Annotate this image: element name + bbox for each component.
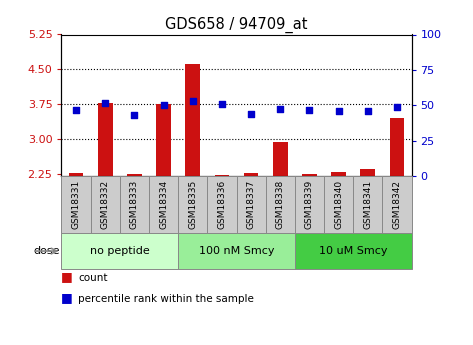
FancyBboxPatch shape: [236, 176, 266, 233]
Point: [276, 106, 284, 112]
FancyBboxPatch shape: [353, 176, 382, 233]
Text: GSM18338: GSM18338: [276, 180, 285, 229]
Text: GSM18331: GSM18331: [71, 180, 80, 229]
Text: no peptide: no peptide: [90, 246, 149, 256]
Text: dose: dose: [34, 246, 60, 256]
Text: GSM18337: GSM18337: [246, 180, 255, 229]
Text: GSM18335: GSM18335: [188, 180, 197, 229]
Bar: [244, 172, 258, 176]
FancyBboxPatch shape: [178, 176, 207, 233]
Point: [101, 100, 109, 106]
Text: GSM18333: GSM18333: [130, 180, 139, 229]
Bar: [98, 103, 113, 176]
Bar: [185, 64, 200, 176]
Point: [393, 105, 401, 110]
FancyBboxPatch shape: [266, 176, 295, 233]
FancyBboxPatch shape: [149, 176, 178, 233]
Text: count: count: [78, 273, 107, 283]
Bar: [360, 169, 375, 176]
Text: GSM18341: GSM18341: [363, 180, 372, 229]
Bar: [302, 174, 317, 176]
Text: 10 uM Smcy: 10 uM Smcy: [319, 246, 387, 256]
Text: GSM18342: GSM18342: [393, 180, 402, 229]
Text: GSM18336: GSM18336: [218, 180, 227, 229]
Bar: [156, 104, 171, 176]
Text: percentile rank within the sample: percentile rank within the sample: [78, 294, 254, 304]
Bar: [390, 118, 404, 176]
FancyBboxPatch shape: [61, 233, 178, 269]
FancyBboxPatch shape: [207, 176, 236, 233]
FancyBboxPatch shape: [120, 176, 149, 233]
FancyBboxPatch shape: [61, 176, 91, 233]
FancyBboxPatch shape: [178, 233, 295, 269]
Point: [306, 107, 313, 112]
Bar: [69, 172, 83, 176]
Text: ■: ■: [61, 290, 77, 304]
Text: GSM18334: GSM18334: [159, 180, 168, 229]
Point: [160, 102, 167, 108]
FancyBboxPatch shape: [324, 176, 353, 233]
Text: 100 nM Smcy: 100 nM Smcy: [199, 246, 274, 256]
Point: [218, 101, 226, 107]
Text: GDS658 / 94709_at: GDS658 / 94709_at: [165, 17, 308, 33]
Point: [189, 98, 197, 104]
Bar: [127, 174, 142, 176]
Text: GSM18332: GSM18332: [101, 180, 110, 229]
Bar: [215, 175, 229, 176]
Point: [72, 108, 80, 113]
FancyBboxPatch shape: [382, 176, 412, 233]
Point: [131, 112, 138, 118]
Text: GSM18340: GSM18340: [334, 180, 343, 229]
FancyBboxPatch shape: [295, 176, 324, 233]
FancyBboxPatch shape: [91, 176, 120, 233]
Bar: [331, 172, 346, 176]
FancyBboxPatch shape: [295, 233, 412, 269]
Point: [335, 108, 342, 114]
Point: [364, 108, 372, 114]
Bar: [273, 142, 288, 176]
Point: [247, 111, 255, 116]
Text: GSM18339: GSM18339: [305, 180, 314, 229]
Text: ■: ■: [61, 270, 77, 283]
